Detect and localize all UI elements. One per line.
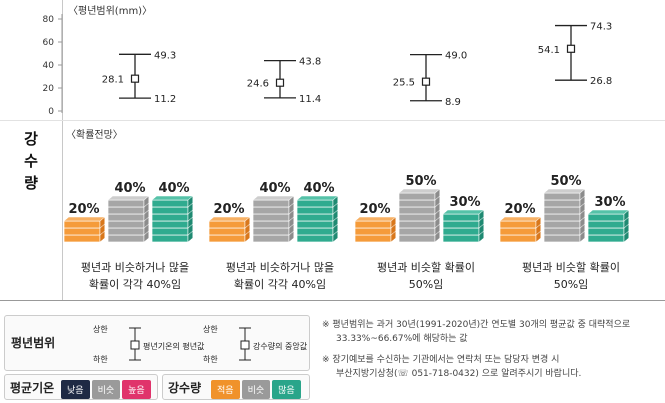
probability-desc-line: 확률이 각각 40%임 bbox=[233, 278, 327, 291]
upper-value-label: 49.0 bbox=[445, 51, 467, 62]
upper-value-label: 43.8 bbox=[299, 57, 321, 68]
upper-value-label: 49.3 bbox=[154, 50, 176, 61]
lower-value-label: 11.4 bbox=[299, 94, 321, 105]
probability-desc-line: 평년과 비슷하거나 많을 bbox=[225, 261, 335, 274]
note-1: ※ 평년범위는 과거 30년(1991-2020년)간 연도별 30개의 평균값… bbox=[322, 320, 631, 330]
lower-value-label: 11.2 bbox=[154, 94, 176, 105]
probability-desc-line: 50%임 bbox=[553, 278, 589, 291]
probability-desc-line: 평년과 비슷할 확률이 bbox=[521, 261, 621, 274]
range-chart: 0 20 40 60 80 49.3 11.2 28.1 43.8 11.4 24.6 49.0 8.9… bbox=[43, 14, 612, 117]
mean-marker bbox=[130, 74, 140, 83]
probability-desc-line: 평년과 비슷하거나 많을 bbox=[80, 261, 190, 274]
chip-temp-high: 높음 bbox=[122, 380, 151, 399]
chip-precip-normal: 비슷 bbox=[241, 380, 271, 399]
legend-mean-text: 평년기온의 평년값 bbox=[143, 342, 205, 351]
row-label-char: 수 bbox=[24, 152, 38, 170]
legend-precip-box: 강수량 적음 비슷 많음 bbox=[162, 374, 310, 400]
mean-marker bbox=[275, 78, 285, 87]
chip-precip-low: 적음 bbox=[211, 380, 240, 399]
note-1b: 33.33%~66.67%에 해당하는 값 bbox=[336, 334, 468, 344]
probability-desc: 평년과 비슷할 확률이 50%임 bbox=[356, 259, 496, 293]
mean-value-label: 54.1 bbox=[538, 45, 560, 56]
y-tick-label: 40 bbox=[43, 61, 55, 71]
probability-desc-line: 확률이 각각 40%임 bbox=[88, 278, 182, 291]
row-label-precip: 강 수 량 bbox=[8, 128, 54, 194]
probability-stack-1: 20% 40% 40% bbox=[63, 181, 194, 243]
prob-normal-label: 40% bbox=[114, 181, 145, 196]
probability-stack-2: 20% 40% 40% bbox=[208, 181, 339, 243]
chip-precip-high: 많음 bbox=[272, 380, 301, 399]
legend-temp-title: 평균기온 bbox=[10, 381, 55, 395]
prob-below-label: 20% bbox=[68, 202, 99, 217]
prob-normal-label: 40% bbox=[259, 181, 290, 196]
mean-value-label: 25.5 bbox=[393, 78, 415, 89]
probability-desc-line: 50%임 bbox=[408, 278, 444, 291]
row-label-char: 강 bbox=[24, 130, 38, 148]
upper-value-label: 74.3 bbox=[590, 22, 612, 33]
chart-subtitle: 〈평년범위(mm)〉 bbox=[68, 6, 153, 17]
prob-above-label: 30% bbox=[594, 195, 625, 210]
y-tick-label: 60 bbox=[43, 38, 55, 48]
legend-median-text: 강수량의 중앙값 bbox=[253, 342, 308, 351]
lower-value-label: 8.9 bbox=[445, 97, 461, 108]
y-tick-label: 80 bbox=[43, 15, 55, 25]
legend-temp-box: 평균기온 낮음 비슷 높음 bbox=[4, 374, 158, 400]
mean-value-label: 28.1 bbox=[102, 75, 124, 86]
legend-lower-2: 하한 bbox=[203, 355, 218, 364]
mean-value-label: 24.6 bbox=[247, 79, 269, 90]
probability-stack-4: 20% 50% 30% bbox=[499, 174, 630, 243]
row-label-char: 량 bbox=[24, 174, 38, 192]
legend-upper-2: 상한 bbox=[203, 325, 218, 334]
mean-marker bbox=[421, 77, 431, 86]
probability-desc: 평년과 비슷할 확률이 50%임 bbox=[501, 259, 641, 293]
probability-stack-3: 20% 50% 30% bbox=[354, 174, 485, 243]
y-tick-label: 0 bbox=[48, 107, 54, 117]
lower-value-label: 26.8 bbox=[590, 76, 612, 87]
legend-range-title: 평년범위 bbox=[11, 336, 56, 350]
prob-normal-label: 50% bbox=[550, 174, 581, 189]
legend-upper: 상한 bbox=[93, 325, 108, 334]
chip-temp-low: 낮음 bbox=[61, 380, 90, 399]
prob-above-label: 40% bbox=[158, 181, 189, 196]
section-divider bbox=[0, 120, 665, 121]
bottom-divider bbox=[0, 300, 665, 301]
mean-marker bbox=[566, 44, 576, 53]
prob-above-label: 40% bbox=[303, 181, 334, 196]
chip-temp-normal: 비슷 bbox=[91, 380, 121, 399]
prob-below-label: 20% bbox=[213, 202, 244, 217]
note-2b: 부산지방기상청(☏ 051-718-0432) 으로 알려주시기 바랍니다. bbox=[336, 369, 582, 379]
legend-precip-title: 강수량 bbox=[168, 381, 202, 395]
legend-range-glyph bbox=[129, 327, 251, 361]
note-2: ※ 장기예보를 수신하는 기관에서는 연락처 또는 담당자 변경 시 bbox=[322, 355, 560, 365]
probability-title: 〈확률전망〉 bbox=[66, 130, 123, 141]
y-tick-label: 20 bbox=[43, 84, 55, 94]
prob-below-label: 20% bbox=[359, 202, 390, 217]
legend-lower: 하한 bbox=[93, 355, 108, 364]
left-divider bbox=[62, 0, 63, 300]
probability-desc-line: 평년과 비슷할 확률이 bbox=[376, 261, 476, 274]
prob-normal-label: 50% bbox=[405, 174, 436, 189]
prob-above-label: 30% bbox=[449, 195, 480, 210]
legend-range-box: 평년범위 상한 하한 평년기온의 평년값 상한 하한 강수량의 중앙값 bbox=[4, 315, 310, 371]
prob-below-label: 20% bbox=[504, 202, 535, 217]
